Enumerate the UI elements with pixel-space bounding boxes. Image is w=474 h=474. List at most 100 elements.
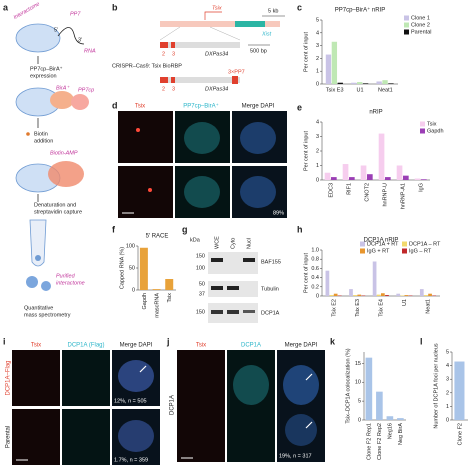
y-tick-label: 1: [316, 69, 319, 75]
bar: [139, 247, 148, 290]
bar: [419, 289, 424, 296]
label: 100: [196, 265, 205, 271]
nucleus: [283, 365, 319, 405]
bar: [331, 41, 338, 84]
y-tick-label: 5: [316, 17, 319, 23]
biotin-dot: [26, 132, 30, 136]
label: Cyto: [230, 238, 236, 249]
legend-label: Tsix: [427, 121, 437, 127]
label: PP7cp: [78, 87, 94, 93]
arrow: [204, 11, 222, 20]
panel-letter: i: [3, 336, 6, 346]
legend-label: IgG – RT: [409, 248, 432, 254]
x-tick-label: Neg BirA: [398, 423, 404, 445]
panel-letter: k: [330, 336, 336, 346]
x-tick-label: Tsix: [167, 293, 173, 303]
legend-label: Parental: [411, 29, 432, 35]
x-tick-label: U1: [356, 87, 363, 93]
y-tick-label: 15: [355, 361, 361, 367]
birA: [50, 91, 74, 109]
y-tick-label: 0: [446, 417, 449, 423]
y-tick-label: 0.2: [311, 284, 319, 290]
panel-letter: b: [112, 2, 118, 12]
y-axis-label: Per cent of input: [303, 32, 309, 73]
bar: [324, 172, 331, 180]
y-tick-label: 0: [132, 287, 135, 293]
legend-swatch: [404, 15, 409, 21]
x-tick-label: Neat1: [378, 87, 393, 93]
x-tick-label: Tsix E3: [326, 87, 344, 93]
exon: [171, 77, 175, 83]
legend-swatch: [360, 241, 365, 247]
label: DCP1A–Flag: [6, 360, 12, 395]
legend-swatch: [420, 121, 425, 127]
y-tick-label: 4: [446, 363, 449, 369]
y-tick-label: 1: [316, 163, 319, 169]
bar: [397, 418, 404, 420]
bar: [329, 295, 334, 296]
label: 3: [172, 51, 175, 57]
label: streptavidin capture: [34, 209, 82, 215]
blot: [208, 252, 258, 274]
y-tick-label: 4: [316, 119, 319, 125]
band: [211, 286, 223, 290]
y-tick-label: 5: [446, 349, 449, 355]
label: Tsix: [212, 5, 222, 11]
label: CRISPR–Cas9: Tsix BioRBP: [112, 63, 182, 69]
nucleus: [184, 176, 220, 208]
x-tick-label: Clone F2 Rep2: [377, 423, 383, 460]
y-axis-label: Tsix–DCP1A colocalization (%): [345, 348, 351, 423]
legend-label: Clone 2: [411, 22, 430, 28]
label: 150: [196, 309, 205, 315]
label: BAF155: [261, 259, 281, 265]
bead: [41, 281, 51, 291]
label: PP7cp–BirA⁺: [30, 65, 63, 72]
panel-i: i Tsix DCP1A (Flag) Merge DAPI DCP1A–Fla…: [3, 336, 160, 465]
label: Biotin-AMP: [50, 150, 78, 156]
label: 12%, n = 505: [114, 398, 147, 404]
label: expression: [30, 73, 57, 79]
micrograph: [62, 409, 110, 465]
panel-letter: h: [297, 224, 303, 234]
y-tick-label: 4: [316, 30, 319, 36]
y-axis-label: Number of DCP1A foci per nucleus: [433, 343, 439, 429]
zoom: [159, 26, 241, 41]
bar: [428, 293, 432, 296]
panel-j: j Tsix DCP1A Merge DAPI DCP1A 19%, n = 3…: [166, 336, 325, 462]
y-tick-label: 2: [316, 148, 319, 154]
label: Tsix: [135, 104, 145, 110]
y-axis-label: Per cent of input: [303, 253, 309, 294]
label: 2: [162, 86, 165, 92]
y-tick-label: 3: [446, 377, 449, 383]
nucleus: [118, 360, 154, 392]
nucleus: [118, 420, 154, 452]
label: Parental: [6, 426, 12, 448]
label: Merge DAPI: [120, 343, 153, 349]
legend-label: IgG + RT: [367, 248, 390, 254]
chart-title: 5′ RACE: [146, 234, 169, 240]
spot: [136, 128, 140, 132]
bar: [386, 416, 394, 420]
y-tick-label: 50: [129, 265, 135, 271]
x-tick-label: EDC3: [328, 183, 334, 198]
label: Tsix: [196, 343, 206, 349]
micrograph: [177, 350, 225, 462]
label: DCP1A: [170, 395, 176, 415]
panel-letter: l: [420, 336, 423, 346]
panel-letter: d: [112, 100, 118, 110]
label: DXPas34: [205, 86, 228, 92]
label: Denaturation and: [34, 202, 76, 208]
band: [227, 286, 239, 290]
x-tick-label: Tsix E2: [331, 299, 337, 317]
legend-swatch: [360, 248, 365, 254]
label: 1.7%, n = 359: [114, 457, 148, 463]
y-tick-label: 1.0: [311, 247, 319, 253]
y-tick-label: 2: [446, 390, 449, 396]
bead: [35, 255, 41, 261]
label: 50: [199, 281, 205, 287]
label: DCP1A (Flag): [67, 343, 104, 349]
micrograph: [118, 166, 173, 218]
x-tick-label: Clone F2: [457, 423, 463, 445]
x-tick-label: Tsix E3: [355, 299, 361, 317]
label: Xist: [261, 31, 272, 37]
